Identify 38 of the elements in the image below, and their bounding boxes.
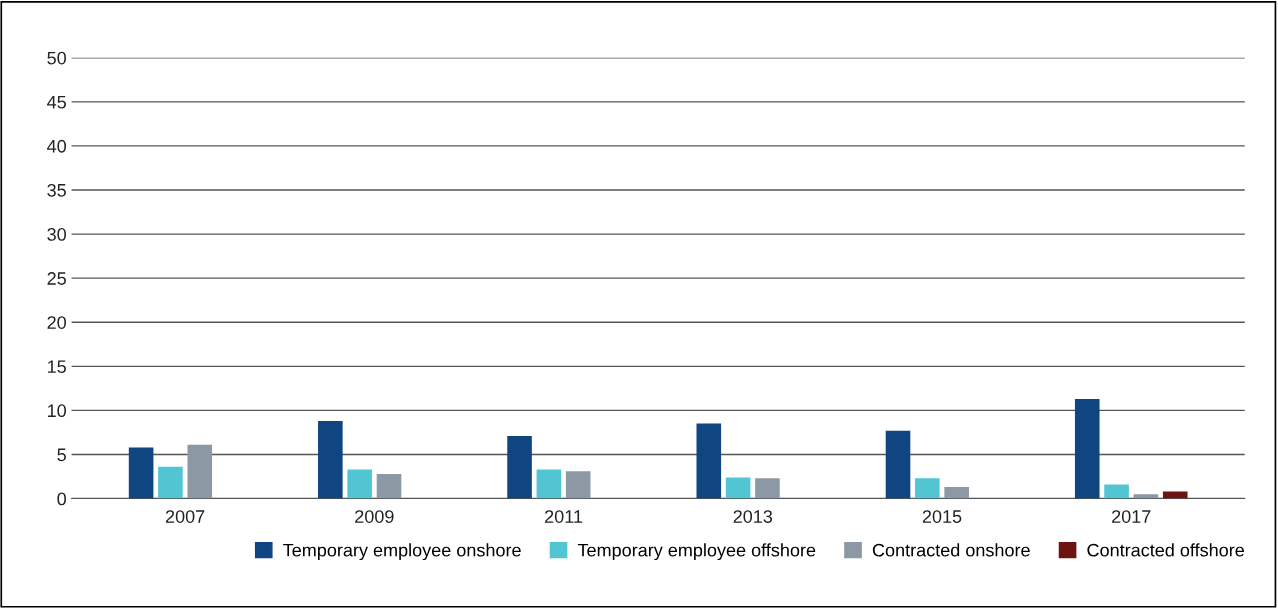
y-tick-label: 40 <box>47 139 66 153</box>
bar <box>565 471 591 499</box>
x-tick-label: 2009 <box>355 510 394 523</box>
bar <box>944 487 969 499</box>
bar <box>696 423 722 499</box>
bar <box>885 430 911 499</box>
y-tick-label: 5 <box>57 448 66 462</box>
y-tick-label: 45 <box>47 95 66 109</box>
y-tick-label: 20 <box>47 316 66 329</box>
x-tick-label: 2013 <box>733 510 773 523</box>
y-tick-label: 10 <box>48 404 66 418</box>
bar <box>536 469 562 499</box>
bar <box>1074 398 1100 499</box>
y-tick-label: 15 <box>48 360 66 374</box>
bar <box>187 444 213 499</box>
legend-label: Temporary employee onshore <box>283 543 521 561</box>
x-tick-label: 2007 <box>165 510 205 523</box>
x-tick-label: 2017 <box>1112 510 1151 523</box>
bar <box>725 477 751 499</box>
legend-label: Temporary employee offshore <box>577 543 816 561</box>
bar <box>755 478 780 499</box>
x-tick-label: 2011 <box>545 510 583 523</box>
bar <box>1104 484 1129 499</box>
bar <box>347 469 372 499</box>
y-tick-label: 50 <box>47 51 66 65</box>
bar <box>507 435 532 499</box>
bar <box>915 478 940 499</box>
bar <box>158 466 183 499</box>
bar <box>376 473 402 499</box>
y-tick-label: 25 <box>47 272 66 285</box>
legend-label: Contracted offshore <box>1087 543 1244 557</box>
bar <box>318 420 343 499</box>
x-tick-label: 2015 <box>922 510 962 523</box>
bar <box>128 447 154 499</box>
y-tick-label: 30 <box>47 228 66 241</box>
legend-label: Contracted onshore <box>872 543 1030 557</box>
y-tick-label: 35 <box>47 183 66 197</box>
y-tick-label: 0 <box>57 492 66 506</box>
